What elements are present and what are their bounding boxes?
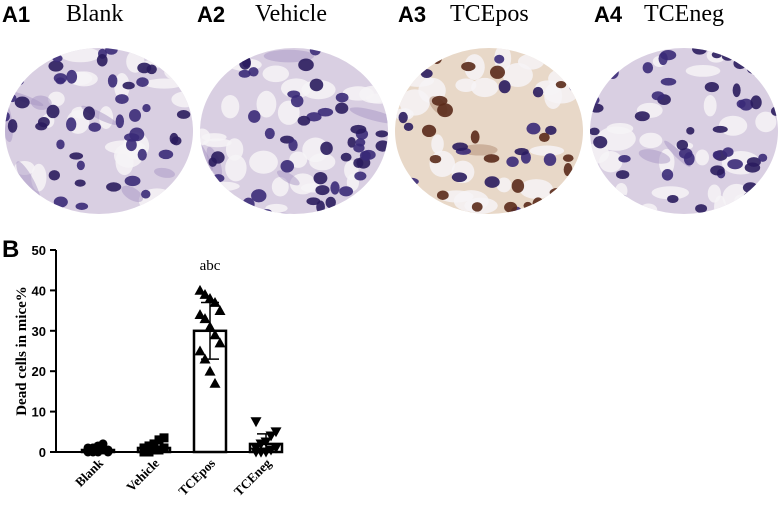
data-point-blank — [88, 443, 98, 453]
data-point-vehicle — [154, 445, 164, 455]
y-tick-label: 50 — [32, 243, 46, 258]
data-point-vehicle — [159, 443, 169, 453]
data-point-blank — [103, 447, 113, 457]
panel-label-b: B — [2, 236, 20, 263]
data-point-tcepos — [194, 345, 206, 356]
data-point-vehicle — [149, 445, 159, 455]
data-point-tcepos — [209, 329, 221, 340]
data-point-vehicle — [139, 447, 149, 457]
data-point-tcepos — [214, 337, 226, 348]
data-point-tceneg — [250, 417, 262, 428]
micrograph-vehicle — [200, 48, 388, 214]
data-point-tcepos — [209, 377, 221, 388]
x-tick-label-vehicle: Vehicle — [123, 455, 162, 494]
data-point-tcepos — [199, 288, 211, 299]
annotation-tcepos: abc — [200, 258, 221, 274]
y-axis-label: Dead cells in mice% — [14, 286, 30, 416]
micrograph-tcepos — [395, 48, 583, 214]
data-point-tcepos — [194, 284, 206, 295]
data-point-vehicle — [154, 435, 164, 445]
data-point-tcepos — [204, 292, 216, 303]
data-point-blank — [98, 439, 108, 449]
y-tick-label: 40 — [32, 283, 46, 298]
micrograph-blank — [5, 48, 193, 214]
y-tick-label: 30 — [32, 324, 46, 339]
panel-title-tceneg: TCEneg — [644, 1, 724, 27]
y-tick-label: 10 — [32, 405, 46, 420]
panel-label-a4: A4 — [594, 2, 623, 27]
x-tick-label-tceneg: TCEneg — [231, 455, 275, 499]
data-point-vehicle — [159, 433, 169, 443]
data-point-tcepos — [199, 353, 211, 364]
data-point-vehicle — [144, 443, 154, 453]
panel-title-blank: Blank — [66, 1, 124, 27]
panel-label-a1: A1 — [2, 2, 31, 27]
micrograph-tceneg — [590, 48, 778, 214]
data-point-tceneg — [270, 427, 282, 438]
data-point-tceneg — [260, 437, 272, 448]
panel-title-vehicle: Vehicle — [255, 1, 327, 27]
bar-chart: 0 10 20 30 40 50 Dead cells in mice% Blank Vehic… — [14, 243, 284, 499]
data-point-vehicle — [149, 439, 159, 449]
data-point-tceneg — [265, 431, 277, 442]
data-point-tceneg — [255, 447, 267, 458]
data-point-tcepos — [214, 305, 226, 315]
data-point-tceneg — [270, 443, 282, 454]
y-tick-label: 0 — [39, 445, 46, 460]
data-point-tcepos — [204, 365, 216, 376]
panel-title-tcepos: TCEpos — [450, 1, 529, 27]
panel-label-a2: A2 — [197, 2, 226, 27]
data-point-tcepos — [199, 313, 211, 324]
data-point-tcepos — [209, 297, 221, 307]
data-point-tcepos — [194, 309, 206, 320]
x-tick-label-tcepos: TCEpos — [175, 456, 218, 499]
data-point-tcepos — [204, 321, 216, 332]
data-point-tceneg — [250, 443, 262, 454]
panel-label-a3: A3 — [398, 2, 427, 27]
y-tick-label: 20 — [32, 364, 46, 379]
x-tick-label-blank: Blank — [72, 455, 107, 490]
